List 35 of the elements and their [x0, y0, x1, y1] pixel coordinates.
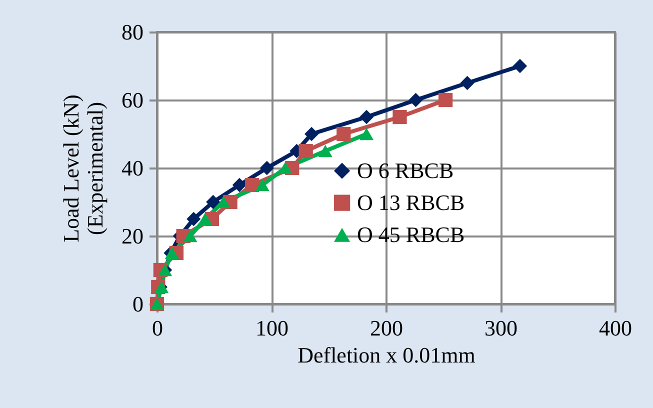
- y-tick-label: 0: [132, 292, 144, 316]
- x-tick-label: 200: [370, 316, 403, 340]
- point: [460, 76, 474, 90]
- point: [260, 160, 274, 176]
- x-tick-label: 100: [256, 316, 288, 340]
- y-axis-title: Load Level (kN) (Experimental): [58, 94, 108, 242]
- point: [244, 178, 260, 192]
- legend-label: O 45 RBCB: [357, 222, 465, 247]
- point: [278, 162, 292, 174]
- legend-label: O 6 RBCB: [357, 158, 454, 183]
- point: [438, 92, 453, 108]
- point: [359, 110, 374, 124]
- point: [232, 178, 247, 192]
- x-axis-title: Defletion x 0.01mm: [298, 342, 476, 368]
- x-tick-label: 300: [484, 316, 518, 340]
- point: [512, 58, 528, 74]
- y-tick-label: 80: [122, 20, 144, 44]
- point: [198, 212, 212, 226]
- point: [304, 126, 319, 142]
- point: [255, 178, 270, 192]
- point: [408, 92, 423, 108]
- point: [318, 144, 332, 158]
- legend-label: O 13 RBCB: [357, 190, 465, 215]
- point: [359, 128, 374, 140]
- x-tick-label: 0: [152, 316, 163, 340]
- x-tick-label: 400: [599, 316, 632, 340]
- point: [298, 144, 313, 158]
- y-tick-label: 40: [122, 156, 144, 180]
- point: [206, 194, 220, 210]
- y-tick-label: 20: [122, 224, 144, 248]
- point: [392, 110, 407, 124]
- point: [186, 212, 201, 226]
- point: [336, 126, 351, 142]
- y-tick-label: 60: [122, 88, 144, 112]
- point: [183, 230, 198, 242]
